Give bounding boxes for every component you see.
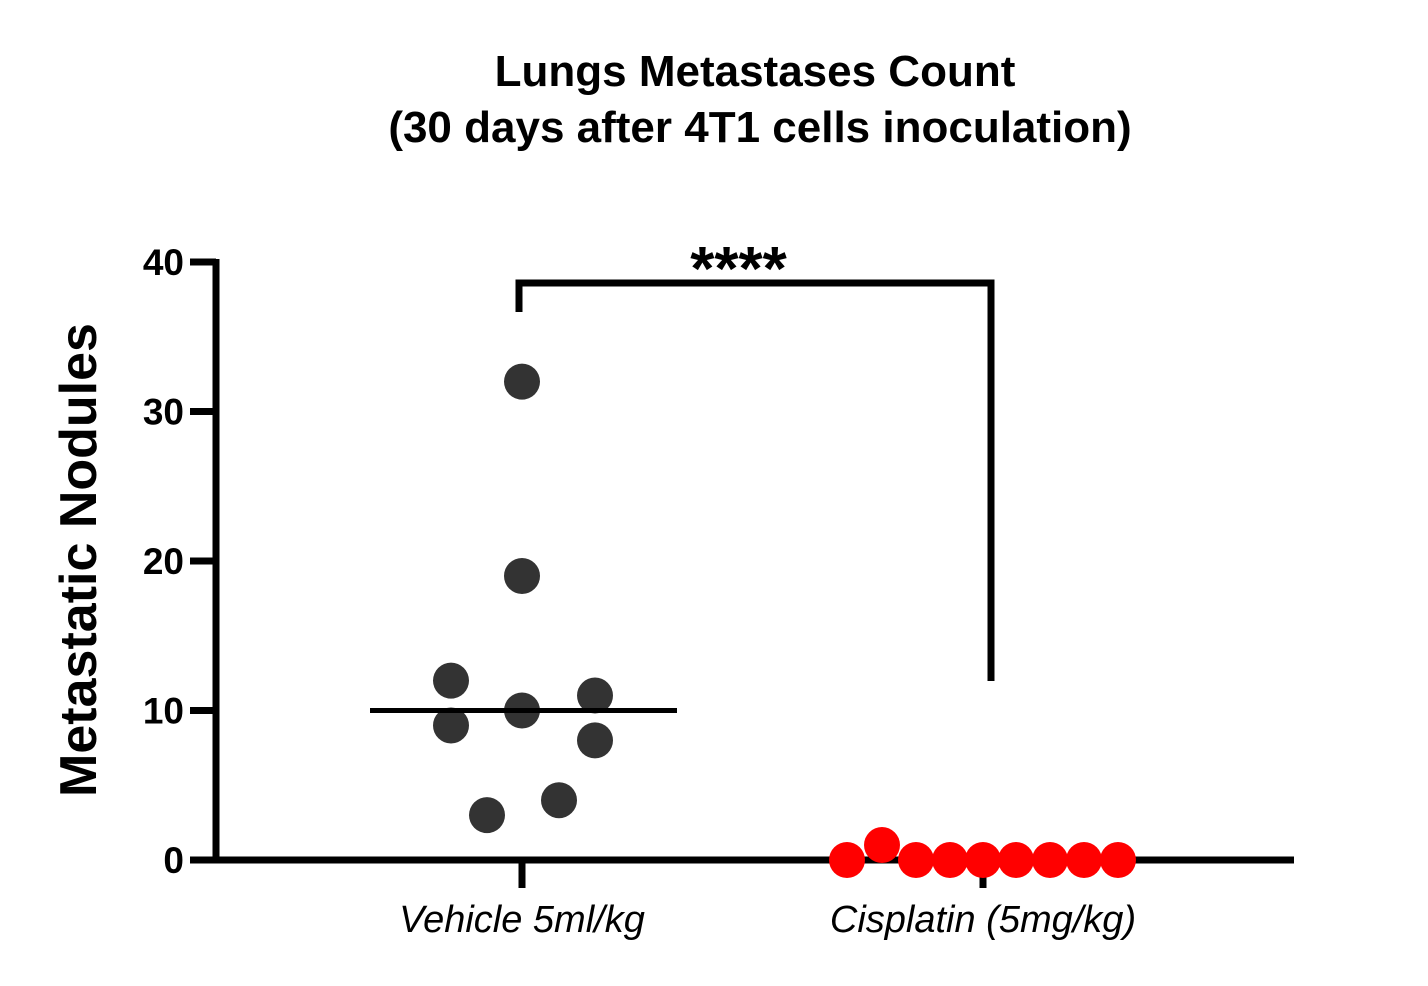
plot-area: 0 10 20 30 40 Vehicle 5ml/kg Cisplatin (5mg/kg… (143, 235, 1294, 941)
data-point-cisplatin (998, 842, 1034, 878)
y-tick-label: 30 (143, 392, 184, 433)
significance-label: **** (690, 235, 787, 304)
data-point-cisplatin (965, 842, 1001, 878)
y-tick-label: 40 (143, 242, 184, 283)
x-tick-label: Cisplatin (5mg/kg) (830, 899, 1136, 941)
y-axis-label: Metastatic Nodules (50, 323, 108, 797)
data-point-cisplatin (898, 842, 934, 878)
data-point-cisplatin (1066, 842, 1102, 878)
data-point-cisplatin (932, 842, 968, 878)
data-point-vehicle (433, 662, 469, 699)
chart-title-line-1: Lungs Metastases Count (495, 47, 1016, 96)
data-point-vehicle (577, 722, 613, 759)
y-tick-label: 10 (143, 691, 184, 732)
data-point-cisplatin (864, 827, 900, 864)
y-tick-label: 0 (163, 840, 184, 881)
chart-title-line-2: (30 days after 4T1 cells inoculation) (388, 103, 1131, 152)
significance-bracket (515, 279, 995, 681)
x-tick-label: Vehicle 5ml/kg (399, 899, 645, 941)
data-point-vehicle (504, 363, 540, 400)
data-point-vehicle (469, 797, 505, 834)
data-point-vehicle (577, 677, 613, 714)
data-point-cisplatin (829, 842, 865, 878)
data-point-cisplatin (1032, 842, 1068, 878)
data-point-vehicle (433, 707, 469, 744)
data-point-cisplatin (1100, 842, 1136, 878)
data-point-vehicle (541, 782, 577, 819)
data-point-vehicle (504, 557, 540, 594)
y-tick-label: 20 (143, 541, 184, 582)
